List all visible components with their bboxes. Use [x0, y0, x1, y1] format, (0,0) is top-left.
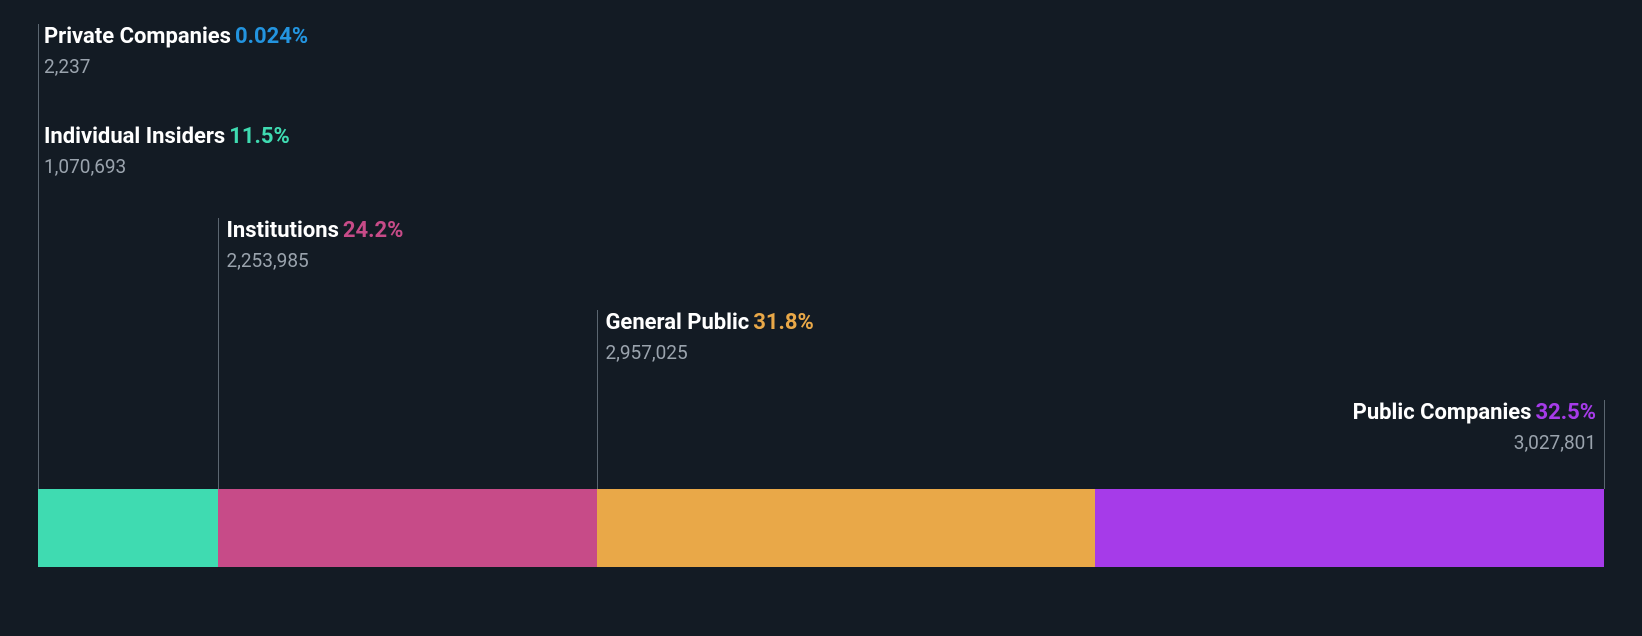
category-name: Private Companies	[44, 24, 231, 49]
segment-institutions	[218, 489, 597, 567]
category-name: Public Companies	[1353, 400, 1532, 425]
category-percent: 31.8%	[753, 310, 814, 335]
leader-individual-insiders	[38, 124, 39, 489]
category-count: 2,957,025	[605, 341, 813, 364]
category-name: Individual Insiders	[44, 124, 225, 149]
category-name: Institutions	[226, 218, 338, 243]
entry-individual-insiders: Individual Insiders11.5% 1,070,693	[44, 124, 290, 178]
category-percent: 11.5%	[229, 124, 290, 149]
leader-public-companies	[1604, 400, 1605, 489]
category-percent: 0.024%	[235, 24, 308, 49]
entry-general-public: General Public31.8% 2,957,025	[605, 310, 813, 364]
category-count: 2,253,985	[226, 249, 403, 272]
category-name: General Public	[605, 310, 749, 335]
entry-public-companies: Public Companies32.5% 3,027,801	[1353, 400, 1596, 454]
segment-individual-insiders	[38, 489, 218, 567]
category-percent: 24.2%	[343, 218, 404, 243]
ownership-breakdown-chart: Private Companies0.024% 2,237 Individual I…	[0, 0, 1642, 636]
category-count: 1,070,693	[44, 155, 290, 178]
entry-private-companies: Private Companies0.024% 2,237	[44, 24, 308, 78]
category-count: 2,237	[44, 55, 308, 78]
segment-public-companies	[1095, 489, 1604, 567]
leader-general-public	[597, 310, 598, 489]
category-percent: 32.5%	[1535, 400, 1596, 425]
segment-general-public	[597, 489, 1095, 567]
category-count: 3,027,801	[1353, 431, 1596, 454]
leader-institutions	[218, 218, 219, 489]
stacked-bar	[38, 489, 1604, 567]
entry-institutions: Institutions24.2% 2,253,985	[226, 218, 403, 272]
